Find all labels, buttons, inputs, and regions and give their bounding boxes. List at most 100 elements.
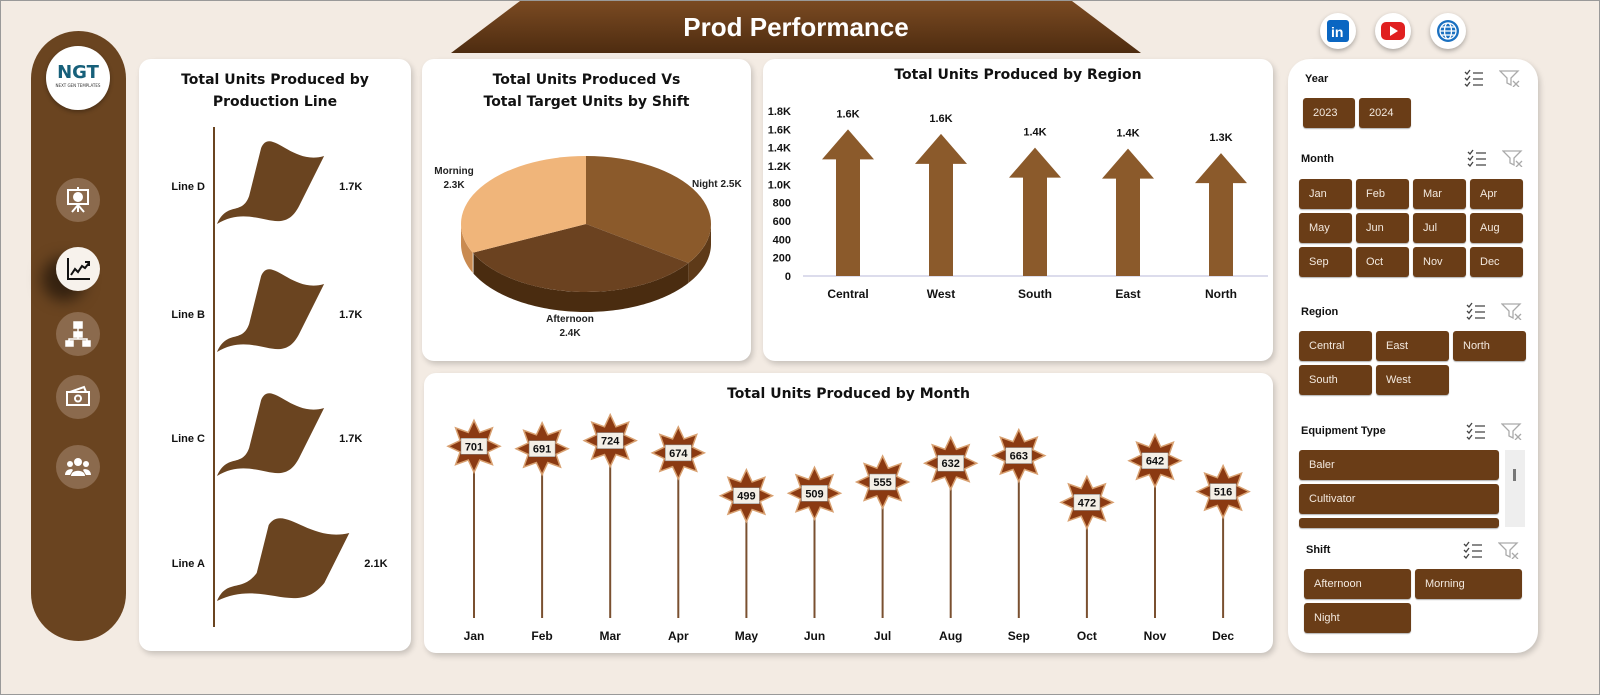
multi-select-icon (1464, 69, 1483, 87)
data-label-box (460, 438, 488, 455)
slicer-item-month[interactable]: Jan (1299, 179, 1352, 209)
slicer-item-shift[interactable]: Afternoon (1304, 569, 1411, 599)
linkedin-button[interactable]: in (1320, 13, 1356, 49)
clear-filter-button[interactable] (1497, 541, 1520, 560)
slicer-item-shift[interactable]: Night (1304, 603, 1411, 633)
clear-filter-button[interactable] (1498, 69, 1521, 88)
data-label: 674 (669, 448, 688, 460)
slicer-item-region[interactable]: West (1376, 365, 1449, 395)
chart-card-production-line: Total Units Produced by Production Line … (139, 59, 411, 651)
slicer-item-shift[interactable]: Morning (1415, 569, 1522, 599)
pie-slice-night (586, 156, 711, 264)
slicer-item-equipment[interactable]: Baler (1299, 450, 1499, 480)
category-label: Line D (171, 181, 205, 193)
data-label: 2.3K (443, 180, 465, 191)
slicer-item-region[interactable]: East (1376, 331, 1449, 361)
sidebar: NGT NEXT GEN TEMPLATES (31, 31, 126, 641)
data-label: 509 (805, 488, 823, 500)
slicer-item-month[interactable]: Mar (1413, 179, 1466, 209)
chart-title: Total Units Produced by Month (727, 386, 970, 402)
slicer-title-year: Year (1305, 73, 1329, 85)
nav-presentation[interactable] (56, 178, 100, 222)
data-label: 499 (737, 491, 755, 503)
slicer-item-month[interactable]: Jul (1413, 213, 1466, 243)
nav-money[interactable] (56, 375, 100, 419)
nav-users[interactable] (56, 445, 100, 489)
y-tick-label: 1.6K (768, 124, 791, 136)
chart-title: Total Units Produced by Region (894, 67, 1142, 83)
nav-flowchart[interactable] (56, 312, 100, 356)
slicer-item-region[interactable]: North (1453, 331, 1526, 361)
slicer-title-shift: Shift (1306, 544, 1331, 556)
data-label-box (869, 473, 896, 491)
y-tick-label: 1.0K (768, 179, 791, 191)
data-label-box (1209, 483, 1237, 500)
slicer-item-region[interactable]: Central (1299, 331, 1372, 361)
multi-select-icon (1466, 422, 1485, 440)
multi-select-button[interactable] (1463, 69, 1485, 87)
slicer-item-month[interactable]: Jun (1356, 213, 1409, 243)
multi-select-button[interactable] (1466, 149, 1488, 167)
arrow-bar (1009, 147, 1061, 276)
nav-trend[interactable] (56, 247, 100, 291)
y-tick-label: 1.2K (768, 161, 791, 173)
clear-filter-button[interactable] (1500, 302, 1523, 321)
category-label: Jun (804, 629, 825, 643)
data-label: 1.7K (339, 181, 362, 193)
y-tick-label: 0 (785, 271, 791, 283)
clear-filter-icon (1500, 303, 1522, 321)
slicer-item-month[interactable]: May (1299, 213, 1352, 243)
slicer-item-month[interactable]: Oct (1356, 247, 1409, 277)
multi-select-button[interactable] (1465, 302, 1487, 320)
pie-slice-side (461, 225, 473, 273)
website-button[interactable] (1430, 13, 1466, 49)
title-banner: Prod Performance (451, 1, 1141, 53)
page-title: Prod Performance (683, 12, 909, 42)
data-label-box (528, 440, 556, 457)
slicer-item-month[interactable]: Sep (1299, 247, 1352, 277)
category-label: South (1018, 287, 1052, 301)
category-label: Nov (1144, 629, 1167, 643)
slicer-item-year[interactable]: 2024 (1359, 98, 1411, 128)
data-label: 2.1K (364, 558, 387, 570)
category-label: Morning (434, 166, 473, 177)
slicer-item-month[interactable]: Apr (1470, 179, 1523, 209)
data-label: 1.7K (339, 433, 362, 445)
scrollbar-thumb[interactable] (1513, 469, 1516, 481)
users-icon (65, 458, 91, 476)
data-label: 691 (533, 444, 551, 456)
clear-filter-icon (1498, 70, 1520, 88)
y-tick-label: 800 (773, 198, 791, 210)
slicer-item-month[interactable]: Aug (1470, 213, 1523, 243)
multi-select-button[interactable] (1462, 541, 1484, 559)
category-label: West (927, 287, 955, 301)
category-label: Night (692, 179, 718, 190)
youtube-button[interactable] (1375, 13, 1411, 49)
slicer-item-month[interactable]: Dec (1470, 247, 1523, 277)
flag-bar (217, 393, 325, 476)
data-label: 724 (601, 436, 620, 448)
data-label-box (801, 485, 828, 502)
clear-filter-button[interactable] (1501, 149, 1524, 168)
flag-bar (217, 518, 350, 601)
slicer-title-region: Region (1301, 306, 1339, 318)
slicer-item-region[interactable]: South (1299, 365, 1372, 395)
data-label-box (937, 454, 964, 472)
slicer-item-month[interactable]: Feb (1356, 179, 1409, 209)
slicer-item-month[interactable]: Nov (1413, 247, 1466, 277)
flag-bar (217, 141, 325, 224)
data-label: 516 (1214, 487, 1232, 499)
slicer-item-equipment[interactable]: Cultivator (1299, 484, 1499, 514)
data-label: 1.7K (339, 309, 362, 321)
slicer-item-year[interactable]: 2023 (1303, 98, 1355, 128)
flag-bar (217, 269, 325, 352)
clear-filter-button[interactable] (1500, 422, 1523, 441)
flowchart-icon (65, 321, 91, 347)
slicer-item-equipment[interactable] (1299, 518, 1499, 528)
category-label: Apr (668, 629, 689, 643)
scrollbar[interactable] (1505, 450, 1525, 527)
trend-chart-icon (67, 258, 90, 280)
data-label: 2.5K (721, 179, 743, 190)
multi-select-button[interactable] (1465, 422, 1487, 440)
arrow-bar (822, 129, 874, 276)
